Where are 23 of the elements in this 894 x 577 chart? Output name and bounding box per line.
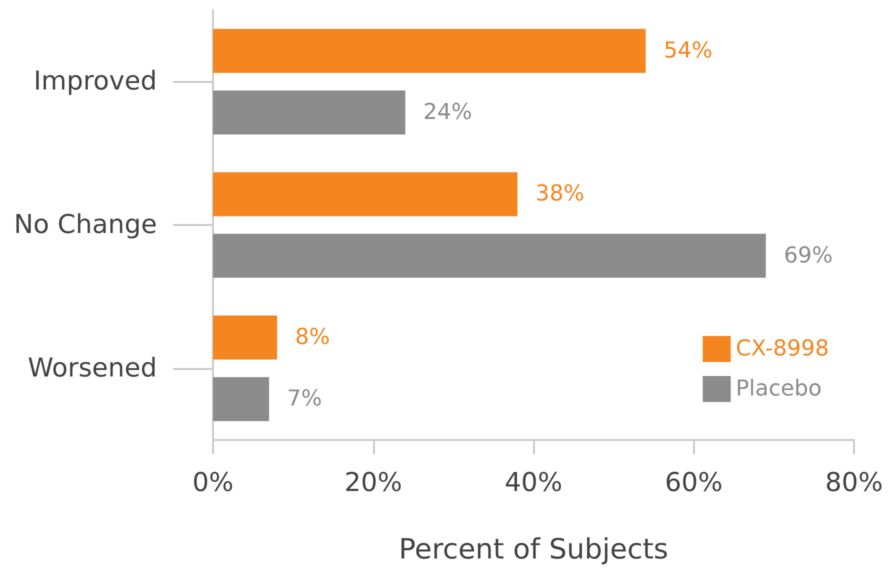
bar	[213, 172, 518, 216]
x-tick-label: 20%	[344, 468, 402, 498]
data-label: 7%	[287, 386, 322, 412]
x-tick-label: 40%	[504, 468, 562, 498]
y-tick-label: No Change	[14, 210, 157, 240]
legend-label: CX-8998	[736, 336, 829, 362]
bar	[213, 28, 646, 73]
data-label: 24%	[423, 100, 472, 125]
bar	[213, 377, 270, 422]
legend-label: Placebo	[736, 376, 822, 402]
bar	[213, 316, 278, 360]
y-tick-label: Improved	[34, 66, 157, 97]
y-tick-label: Worsened	[28, 353, 157, 384]
data-label: 69%	[784, 243, 833, 268]
x-tick-label: 60%	[664, 468, 723, 498]
x-axis-title: Percent of Subjects	[398, 532, 668, 566]
x-tick-label: 80%	[825, 468, 883, 498]
bar	[213, 90, 406, 134]
x-tick-label: 0%	[192, 468, 234, 498]
data-label: 38%	[535, 182, 584, 207]
data-label: 54%	[664, 38, 713, 64]
data-label: 8%	[295, 325, 330, 350]
bar	[213, 234, 766, 278]
